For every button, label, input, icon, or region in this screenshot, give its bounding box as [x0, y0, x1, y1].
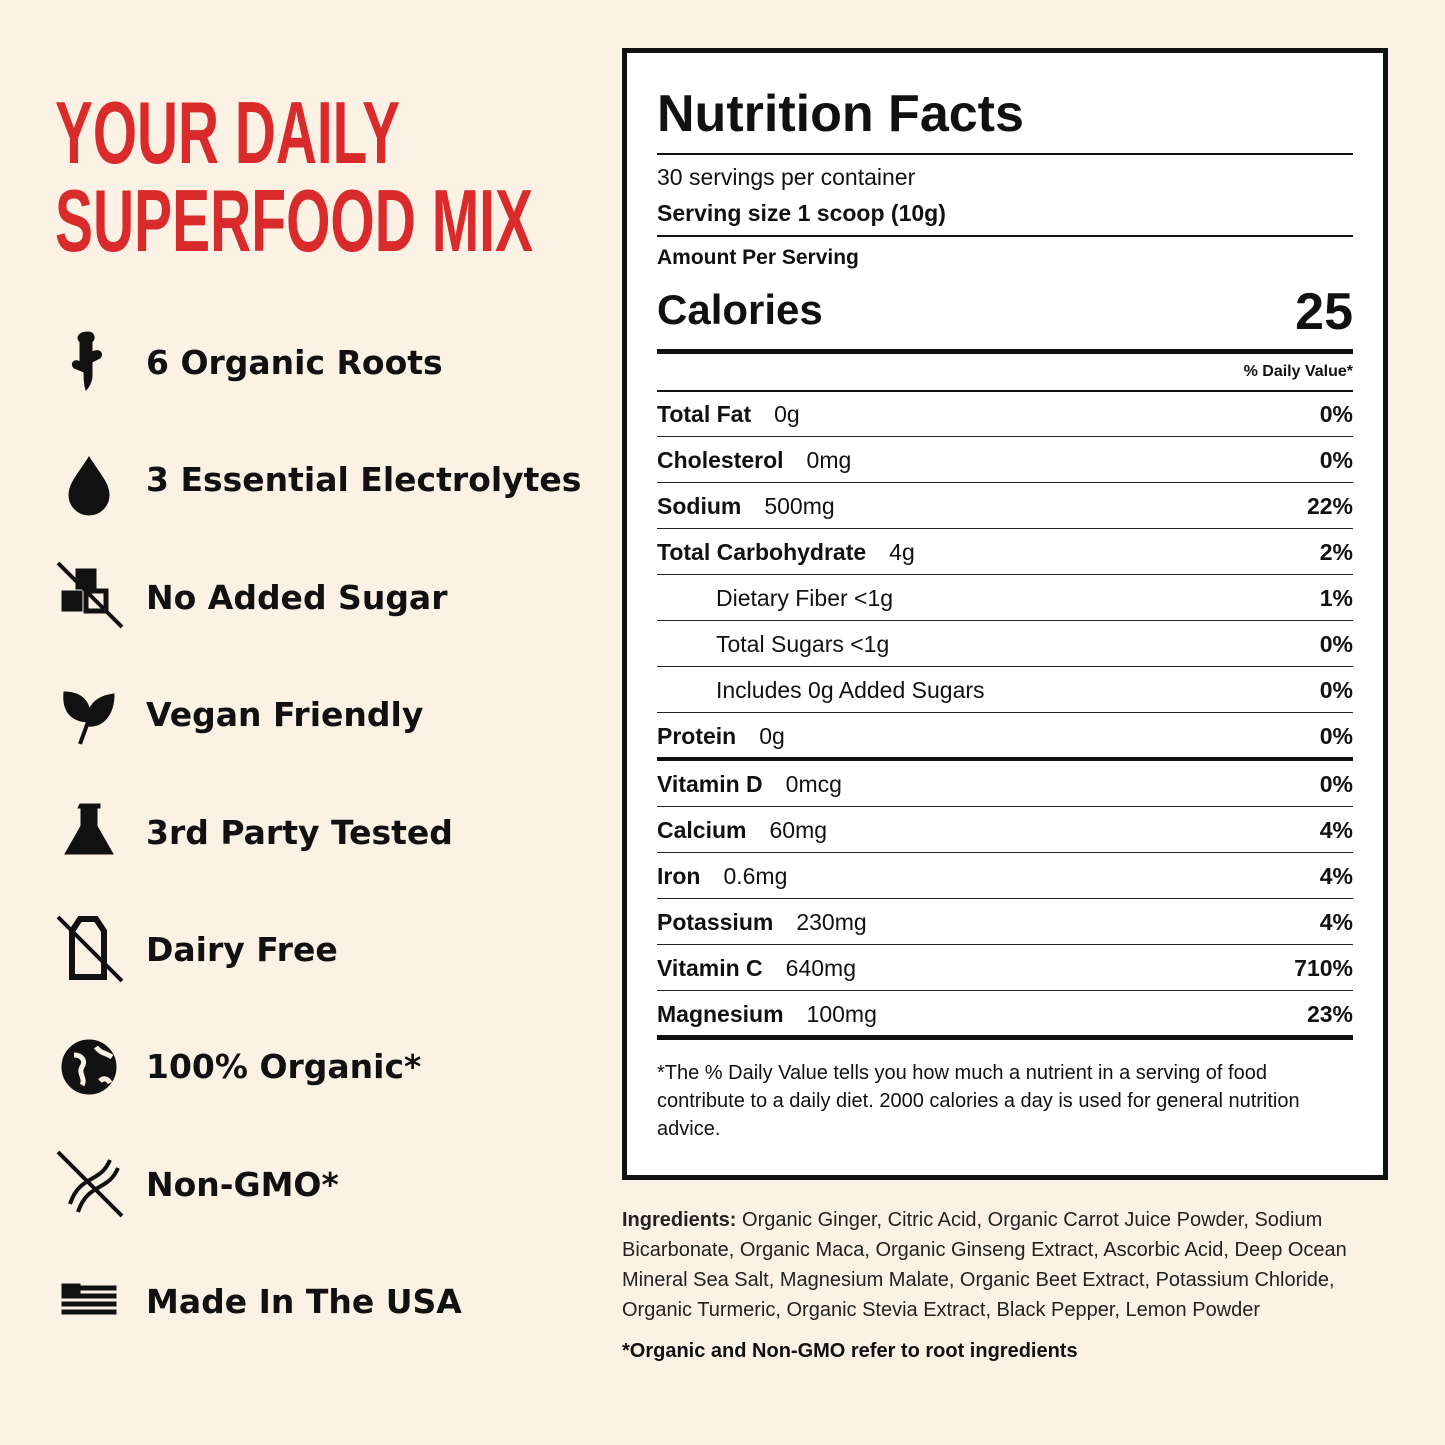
- ginger-icon: [71, 331, 103, 391]
- nutrient-dv: 4%: [1319, 909, 1353, 935]
- drop-icon: [68, 456, 110, 516]
- nutrient-dv: 4%: [1319, 863, 1353, 889]
- nutrient-amount: 0mg: [806, 447, 852, 473]
- nutrient-dv: 0%: [1319, 723, 1353, 749]
- headline: YOUR DAILY: [55, 83, 400, 182]
- nutrient-name: Total Fat: [657, 401, 752, 427]
- feature-label: 3 Essential Electrolytes: [146, 460, 582, 500]
- nutrient-dv: 0%: [1319, 771, 1353, 797]
- serving-size: Serving size 1 scoop (10g): [657, 200, 946, 226]
- disclaimer: *Organic and Non-GMO refer to root ingre…: [622, 1340, 1078, 1362]
- rule: [657, 757, 1353, 761]
- ingredients: Ingredients: Organic Ginger, Citric Acid…: [622, 1205, 1392, 1325]
- nutrient-row: Magnesium 100mg 23%: [657, 991, 1353, 1037]
- nutrient-name: Vitamin D: [657, 771, 763, 797]
- nutrient-row: Cholesterol 0mg 0%: [657, 437, 1353, 483]
- dna-icon: [56, 1150, 124, 1218]
- calories-label: Calories: [657, 286, 823, 333]
- nutrient-name: Protein: [657, 723, 737, 749]
- rule: [657, 235, 1353, 237]
- feature-label: 6 Organic Roots: [146, 343, 443, 382]
- feature-label: 100% Organic*: [146, 1047, 422, 1087]
- feature-label: Non-GMO*: [146, 1164, 339, 1204]
- nutrient-amount: 500mg: [764, 493, 835, 519]
- nutrient-name: Potassium: [657, 909, 774, 935]
- feature-label: Made In The USA: [146, 1282, 462, 1322]
- nutrient-row: Potassium 230mg 4%: [657, 899, 1353, 945]
- nutrient-amount: 0g: [759, 723, 785, 749]
- rule: [657, 349, 1353, 354]
- feature-label: Vegan Friendly: [146, 695, 424, 735]
- nutrient-amount: 60mg: [769, 817, 828, 843]
- nutrient-dv: 2%: [1319, 539, 1353, 565]
- sugar-icon: [56, 561, 124, 629]
- nutrient-row: Total Sugars <1g 0%: [657, 621, 1353, 667]
- nutrient-amount: 0.6mg: [723, 863, 788, 889]
- headline: SUPERFOOD MIX: [55, 171, 533, 270]
- feature-label: No Added Sugar: [146, 577, 448, 617]
- nutrient-amount: 4g: [889, 539, 915, 565]
- nutrient-name: Iron: [657, 863, 701, 889]
- nutrient-amount: 0g: [774, 401, 800, 427]
- nutrient-name: Total Carbohydrate: [657, 539, 867, 565]
- nutrient-name: Includes 0g Added Sugars: [716, 677, 985, 703]
- feature-label: 3rd Party Tested: [146, 812, 453, 852]
- globe-icon: [61, 1039, 117, 1095]
- dv-header: % Daily Value*: [1243, 363, 1353, 380]
- footnote: *The % Daily Value tells you how much a …: [657, 1062, 1300, 1140]
- nutrient-amount: 640mg: [785, 955, 856, 981]
- dairy-icon: [56, 915, 124, 983]
- nutrient-name: Vitamin C: [657, 955, 763, 981]
- nutrient-name: Sodium: [657, 493, 742, 519]
- calories-value: 25: [1295, 283, 1353, 341]
- nutrient-row: Iron 0.6mg 4%: [657, 853, 1353, 899]
- icons: [56, 331, 124, 1315]
- nutrient-name: Magnesium: [657, 1001, 784, 1027]
- nutrient-row: Total Fat 0g 0%: [657, 391, 1353, 437]
- nutrient-dv: 710%: [1294, 955, 1353, 981]
- servings: 30 servings per container: [657, 164, 916, 190]
- nutrient-dv: 1%: [1319, 585, 1353, 611]
- flask-icon: [64, 803, 114, 855]
- nutrient-dv: 23%: [1306, 1001, 1353, 1027]
- nutrient-dv: 0%: [1319, 677, 1353, 703]
- nutrient-dv: 0%: [1319, 631, 1353, 657]
- headline-svg: YOUR DAILY SUPERFOOD MIX: [55, 83, 533, 270]
- nf-title: Nutrition Facts: [657, 85, 1024, 143]
- rule: [657, 390, 1353, 392]
- nutrient-amount: 0mcg: [785, 771, 842, 797]
- rule: [657, 1035, 1353, 1040]
- nutrient-row: Sodium 500mg 22%: [657, 483, 1353, 529]
- feature-label: Dairy Free: [146, 930, 338, 969]
- nutrient-row: Total Carbohydrate 4g 2%: [657, 529, 1353, 575]
- nutrient-row: Dietary Fiber <1g 1%: [657, 575, 1353, 621]
- nutrient-row: Vitamin C 640mg 710%: [657, 945, 1353, 991]
- flag-icon: [61, 1283, 117, 1315]
- nutrient-name: Total Sugars <1g: [716, 631, 890, 657]
- leaf-icon: [63, 691, 115, 745]
- ingredients-text: Organic Ginger, Citric Acid, Organic Car…: [622, 1209, 1347, 1321]
- amount-per-serving: Amount Per Serving: [657, 246, 859, 269]
- nutrient-row: Calcium 60mg 4%: [657, 807, 1353, 853]
- nutrient-amount: 230mg: [796, 909, 867, 935]
- nutrient-row: Includes 0g Added Sugars 0%: [657, 667, 1353, 713]
- nutrient-name: Cholesterol: [657, 447, 784, 473]
- nutrient-name: Dietary Fiber <1g: [716, 585, 894, 611]
- rule: [657, 153, 1353, 155]
- nutrient-row: Protein 0g 0%: [657, 713, 1353, 759]
- ingredients-label: Ingredients:: [622, 1209, 737, 1231]
- nutrient-dv: 22%: [1306, 493, 1353, 519]
- nutrient-name: Calcium: [657, 817, 747, 843]
- nutrient-amount: 100mg: [806, 1001, 877, 1027]
- nutrient-dv: 0%: [1319, 447, 1353, 473]
- nutrient-row: Vitamin D 0mcg 0%: [657, 761, 1353, 807]
- nutrient-dv: 4%: [1319, 817, 1353, 843]
- nutrient-dv: 0%: [1319, 401, 1353, 427]
